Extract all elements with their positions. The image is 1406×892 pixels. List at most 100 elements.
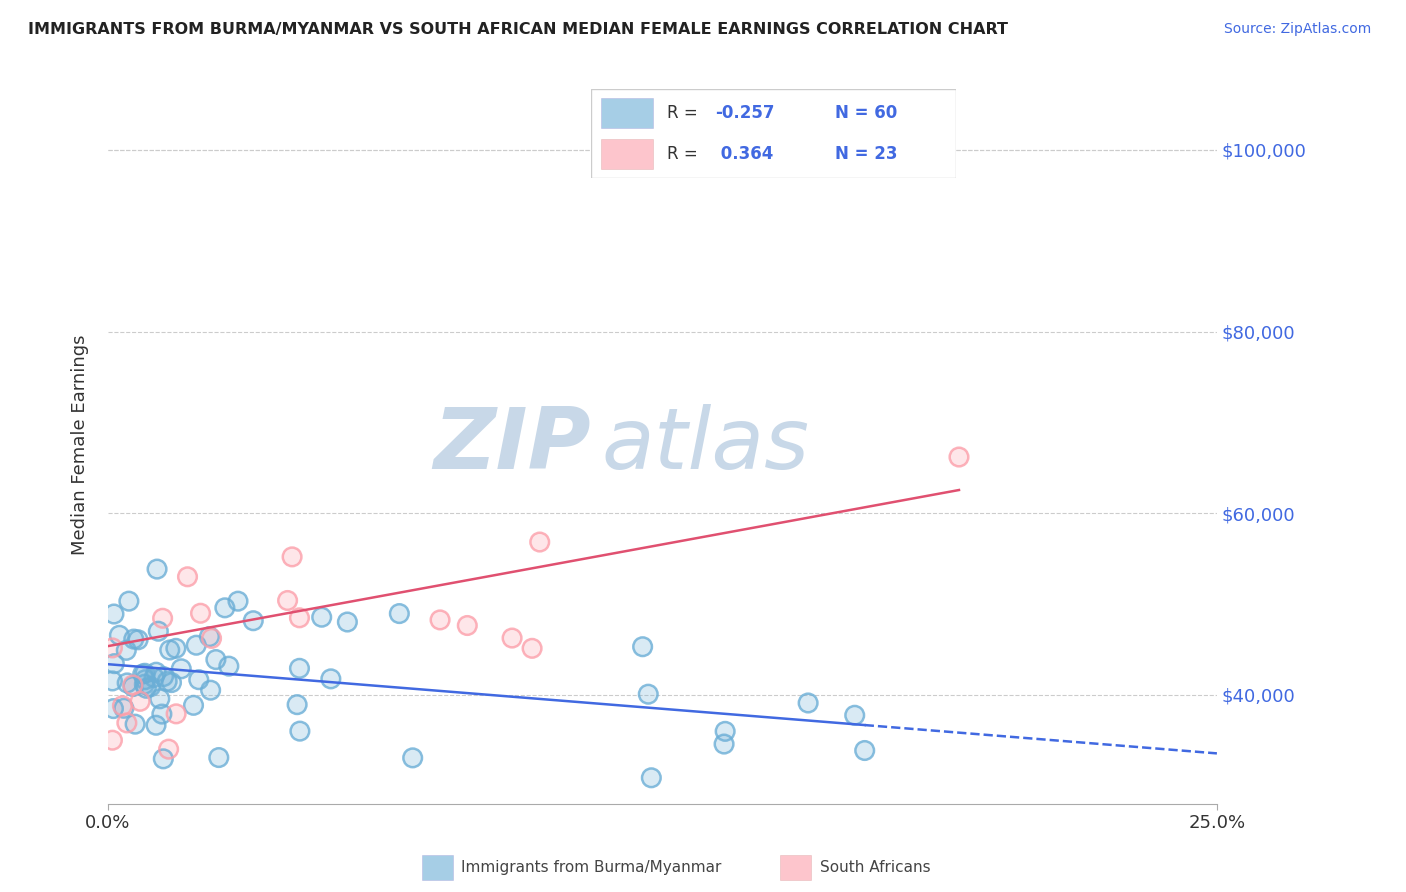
Point	[124, 717, 146, 731]
Point	[186, 638, 208, 652]
Point	[127, 632, 149, 647]
Point	[112, 701, 135, 715]
Point	[170, 662, 193, 676]
Point	[134, 677, 156, 691]
Point	[456, 618, 478, 632]
Text: Immigrants from Burma/Myanmar: Immigrants from Burma/Myanmar	[461, 860, 721, 874]
Point	[101, 673, 124, 688]
Point	[429, 613, 451, 627]
Point	[122, 632, 145, 646]
Point	[122, 680, 145, 694]
Point	[101, 640, 124, 655]
Point	[115, 643, 138, 657]
Text: IMMIGRANTS FROM BURMA/MYANMAR VS SOUTH AFRICAN MEDIAN FEMALE EARNINGS CORRELATIO: IMMIGRANTS FROM BURMA/MYANMAR VS SOUTH A…	[28, 22, 1008, 37]
Point	[198, 630, 221, 644]
Point	[108, 628, 131, 642]
Point	[288, 724, 311, 739]
FancyBboxPatch shape	[591, 89, 956, 178]
Point	[134, 666, 156, 681]
Point	[285, 698, 308, 712]
Point	[143, 671, 166, 685]
Point	[129, 694, 152, 708]
Point	[103, 607, 125, 621]
Point	[198, 630, 221, 644]
Point	[148, 624, 170, 639]
Point	[132, 667, 155, 681]
Point	[388, 607, 411, 621]
Point	[281, 549, 304, 564]
Point	[146, 562, 169, 576]
Point	[150, 707, 173, 722]
Point	[111, 698, 134, 713]
Point	[127, 632, 149, 647]
Point	[121, 678, 143, 692]
Point	[115, 676, 138, 690]
Point	[101, 673, 124, 688]
Point	[637, 687, 659, 701]
Point	[336, 615, 359, 629]
Point	[165, 641, 187, 656]
Point	[529, 535, 551, 549]
Point	[520, 641, 543, 656]
Point	[160, 675, 183, 690]
Point	[186, 638, 208, 652]
Point	[103, 657, 125, 671]
Text: Source: ZipAtlas.com: Source: ZipAtlas.com	[1223, 22, 1371, 37]
Point	[637, 687, 659, 701]
Point	[844, 708, 866, 723]
Point	[797, 696, 820, 710]
Point	[111, 698, 134, 713]
Point	[157, 742, 180, 756]
Point	[402, 751, 425, 765]
Point	[157, 742, 180, 756]
Point	[631, 640, 654, 654]
Point	[165, 706, 187, 721]
Text: R =: R =	[668, 145, 703, 163]
Point	[226, 594, 249, 608]
Point	[713, 737, 735, 751]
Point	[288, 724, 311, 739]
Point	[134, 666, 156, 681]
Point	[135, 681, 157, 696]
Point	[200, 683, 222, 698]
Text: South Africans: South Africans	[820, 860, 931, 874]
Point	[200, 683, 222, 698]
Point	[145, 718, 167, 732]
Point	[135, 681, 157, 696]
Point	[187, 673, 209, 687]
Point	[108, 628, 131, 642]
Point	[115, 643, 138, 657]
Point	[121, 678, 143, 692]
Point	[214, 600, 236, 615]
Point	[160, 675, 183, 690]
Point	[311, 610, 333, 624]
Point	[176, 570, 198, 584]
Point	[226, 594, 249, 608]
Point	[402, 751, 425, 765]
Point	[288, 611, 311, 625]
Point	[103, 607, 125, 621]
Point	[187, 673, 209, 687]
Point	[115, 715, 138, 730]
FancyBboxPatch shape	[602, 139, 652, 169]
Point	[281, 549, 304, 564]
Point	[103, 701, 125, 715]
Point	[183, 698, 205, 713]
Point	[200, 632, 222, 646]
Point	[156, 674, 179, 689]
Point	[134, 673, 156, 687]
Point	[501, 631, 523, 645]
Point	[456, 618, 478, 632]
Point	[152, 611, 174, 625]
Point	[336, 615, 359, 629]
Point	[145, 665, 167, 680]
Point	[146, 562, 169, 576]
Point	[288, 661, 311, 675]
Point	[118, 594, 141, 608]
Point	[101, 733, 124, 747]
Point	[150, 707, 173, 722]
Point	[319, 672, 342, 686]
Point	[118, 594, 141, 608]
Point	[242, 614, 264, 628]
Point	[134, 673, 156, 687]
